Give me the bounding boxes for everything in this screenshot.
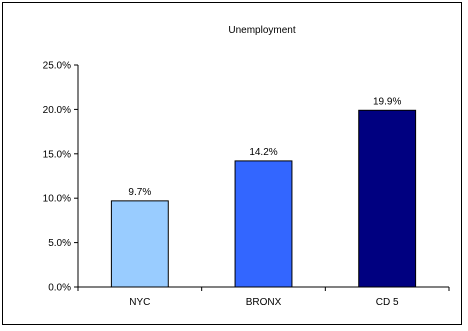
bar — [358, 109, 417, 288]
x-tick-label: NYC — [129, 297, 150, 308]
y-tick-label: 20.0% — [43, 105, 71, 116]
y-tick-label: 5.0% — [48, 238, 71, 249]
bar — [234, 160, 293, 288]
y-tick-label: 25.0% — [43, 61, 71, 72]
y-tick-label: 0.0% — [48, 283, 71, 294]
data-label: 9.7% — [128, 187, 151, 198]
data-labels: 9.7% 14.2% 19.9% — [128, 96, 401, 198]
x-tick-label: BRONX — [246, 297, 282, 308]
data-label: 14.2% — [249, 147, 277, 158]
y-tick-label: 10.0% — [43, 194, 71, 205]
y-tick-label: 15.0% — [43, 149, 71, 160]
bar — [110, 200, 169, 288]
x-tick-label: CD 5 — [376, 297, 399, 308]
x-axis: NYC BRONX CD 5 — [77, 286, 450, 308]
chart-title: Unemployment — [228, 25, 295, 36]
bars — [110, 109, 417, 288]
data-label: 19.9% — [373, 96, 401, 107]
y-axis: 0.0% 5.0% 10.0% 15.0% 20.0% 25.0% — [43, 61, 79, 294]
